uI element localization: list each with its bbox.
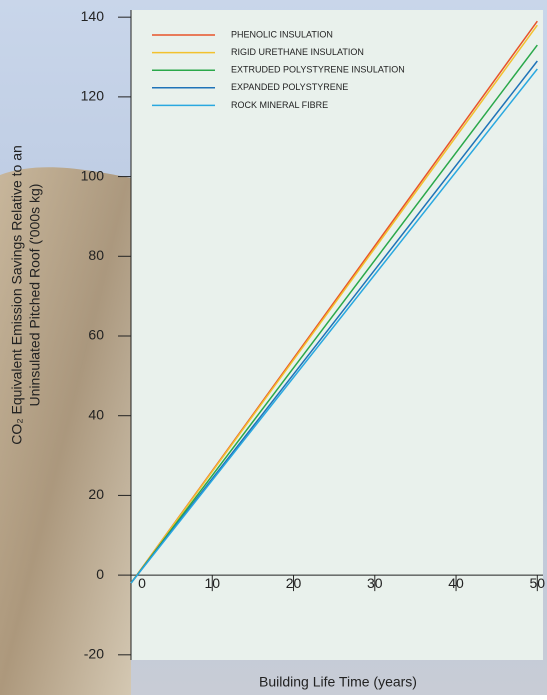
y-axis-title: Uninsulated Pitched Roof ('000s kg)	[27, 184, 43, 407]
plot-area	[131, 10, 543, 660]
y-tick-label: 20	[88, 486, 104, 502]
x-tick-label: 0	[138, 575, 146, 591]
y-tick-label: 40	[88, 406, 104, 422]
y-tick-label: 0	[96, 566, 104, 582]
legend-label: PHENOLIC INSULATION	[231, 29, 333, 39]
x-tick-label: 30	[367, 575, 383, 591]
x-tick-label: 20	[286, 575, 302, 591]
legend-label: EXTRUDED POLYSTYRENE INSULATION	[231, 65, 405, 75]
y-tick-label: -20	[84, 646, 104, 662]
legend-label: ROCK MINERAL FIBRE	[231, 100, 328, 110]
y-tick-label: 100	[81, 167, 105, 183]
y-tick-label: 60	[88, 327, 104, 343]
chart: -20 0 20 40 60 80 100 120 140 0 10 20 30 40 50 PHENOLIC…	[0, 0, 547, 695]
y-axis-title: CO₂ Equivalent Emission Savings Relative…	[9, 145, 25, 445]
x-tick-label: 40	[448, 575, 464, 591]
y-tick-label: 120	[81, 88, 105, 104]
y-tick-label: 80	[88, 247, 104, 263]
x-tick-label: 10	[204, 575, 220, 591]
x-axis-title: Building Life Time (years)	[259, 674, 417, 690]
y-tick-label: 140	[81, 8, 105, 24]
legend-label: EXPANDED POLYSTYRENE	[231, 82, 348, 92]
legend-label: RIGID URETHANE INSULATION	[231, 47, 364, 57]
x-tick-label: 50	[530, 575, 546, 591]
